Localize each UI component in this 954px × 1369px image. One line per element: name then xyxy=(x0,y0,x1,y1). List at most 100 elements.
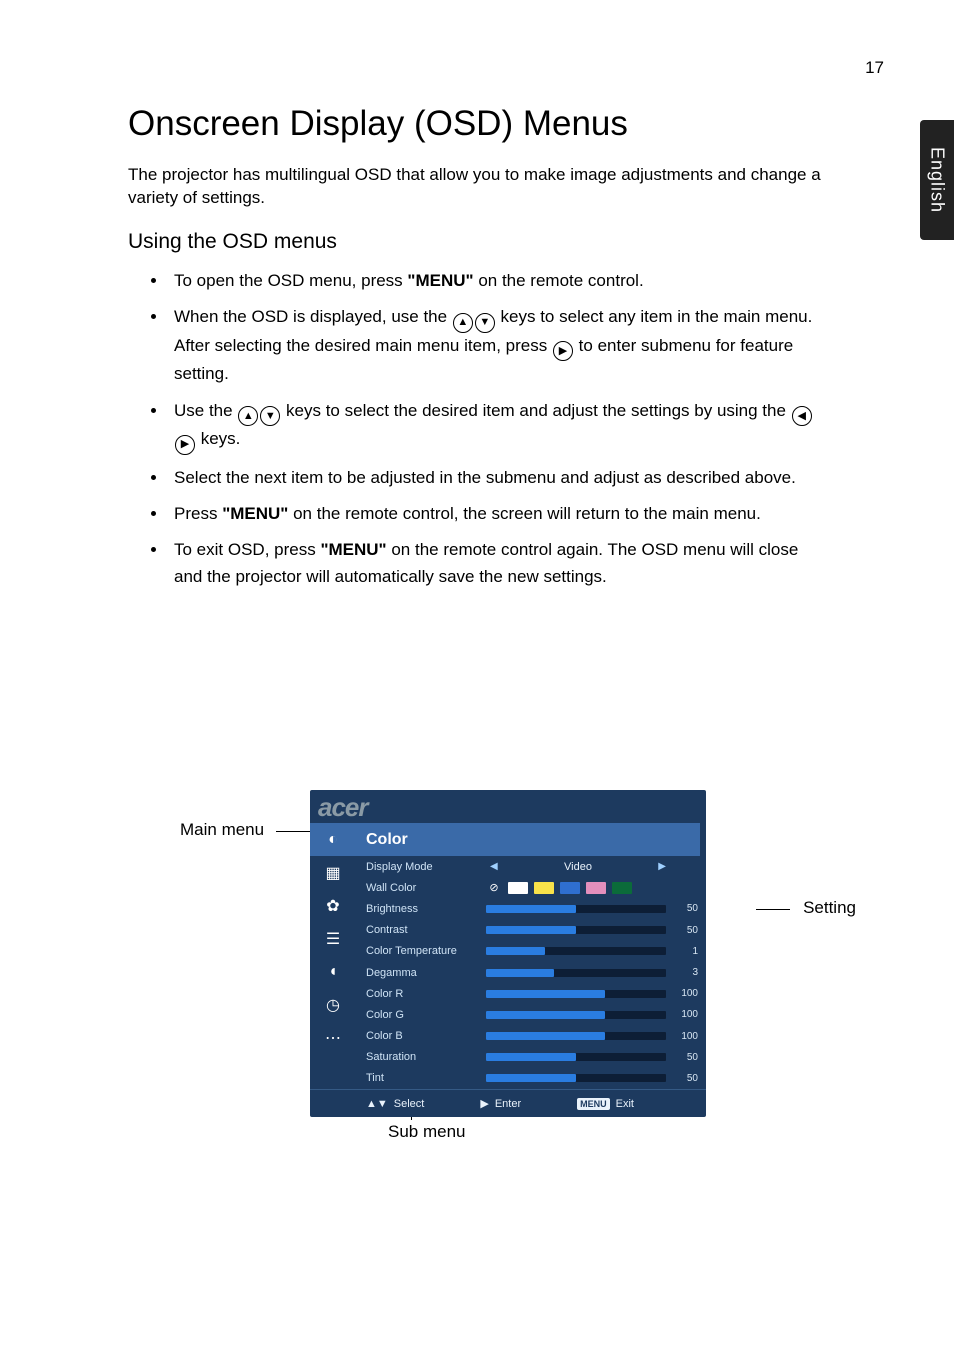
audio-icon[interactable]: ◖ xyxy=(310,955,356,988)
left-arrow-icon[interactable]: ◀ xyxy=(486,861,502,872)
osd-setting-row[interactable]: Color Temperature1 xyxy=(356,941,700,962)
setting-control[interactable] xyxy=(486,1074,670,1082)
callout-line xyxy=(756,909,790,910)
bullet-item: When the OSD is displayed, use the ▲▼ ke… xyxy=(168,304,828,387)
setting-control[interactable]: ⊘ xyxy=(486,882,670,894)
section-heading: Using the OSD menus xyxy=(128,230,828,254)
menu-key: "MENU" xyxy=(320,540,386,559)
setting-value: 3 xyxy=(670,967,700,978)
setting-value: 100 xyxy=(670,988,700,999)
slider[interactable] xyxy=(486,969,666,977)
footer-exit: MENU Exit xyxy=(577,1098,634,1110)
setting-control[interactable] xyxy=(486,905,670,913)
setting-control[interactable] xyxy=(486,990,670,998)
page-number: 17 xyxy=(865,58,884,78)
slider[interactable] xyxy=(486,947,666,955)
osd-setting-row[interactable]: Color B100 xyxy=(356,1026,700,1047)
setting-value: 50 xyxy=(670,903,700,914)
menu-key: "MENU" xyxy=(222,504,288,523)
slider[interactable] xyxy=(486,926,666,934)
intro-paragraph: The projector has multilingual OSD that … xyxy=(128,164,828,210)
osd-main: Color Display Mode◀Video▶Wall Color⊘Brig… xyxy=(356,823,706,1089)
setting-label: Color R xyxy=(366,988,486,1000)
setting-label: Setting xyxy=(803,898,856,918)
bullet-item: Select the next item to be adjusted in t… xyxy=(168,465,828,491)
osd-figure: Main menu Setting Sub menu acer ◐▦✿☰◖◷⋯ … xyxy=(128,790,848,1170)
setting-control[interactable] xyxy=(486,969,670,977)
text: keys to select the desired item and adju… xyxy=(281,401,790,420)
color-swatch[interactable] xyxy=(508,882,528,894)
language-icon[interactable]: ⋯ xyxy=(310,1021,356,1054)
slider-track xyxy=(486,1032,605,1040)
osd-setting-row[interactable]: Degamma 3 xyxy=(356,962,700,983)
color-swatch[interactable] xyxy=(612,882,632,894)
no-color-icon[interactable]: ⊘ xyxy=(486,882,502,894)
sub-menu-label: Sub menu xyxy=(388,1122,466,1142)
slider[interactable] xyxy=(486,1074,666,1082)
right-arrow-icon[interactable]: ▶ xyxy=(654,861,670,872)
gear-icon[interactable]: ✿ xyxy=(310,889,356,922)
slider[interactable] xyxy=(486,905,666,913)
color-swatch[interactable] xyxy=(586,882,606,894)
footer-select: ▲▼ Select xyxy=(366,1098,424,1110)
right-arrow-icon: ▶ xyxy=(480,1097,488,1110)
setting-control[interactable] xyxy=(486,1053,670,1061)
color-swatch[interactable] xyxy=(560,882,580,894)
slider[interactable] xyxy=(486,990,666,998)
slider[interactable] xyxy=(486,1032,666,1040)
setting-label: Display Mode xyxy=(366,861,486,873)
osd-setting-row[interactable]: Tint 50 xyxy=(356,1068,700,1089)
picture-icon[interactable]: ▦ xyxy=(310,856,356,889)
osd-rows: Display Mode◀Video▶Wall Color⊘Brightness… xyxy=(356,856,700,1089)
text: Use the xyxy=(174,401,237,420)
text: Exit xyxy=(616,1098,634,1110)
text: Press xyxy=(174,504,222,523)
osd-sidebar: ◐▦✿☰◖◷⋯ xyxy=(310,823,356,1089)
slider-track xyxy=(486,947,545,955)
osd-setting-row[interactable]: Color R 100 xyxy=(356,983,700,1004)
page-title: Onscreen Display (OSD) Menus xyxy=(128,104,828,144)
updown-icon: ▲▼ xyxy=(366,1098,388,1110)
setting-label: Degamma xyxy=(366,967,486,979)
wall-color-swatches[interactable]: ⊘ xyxy=(486,882,632,894)
menu-key-badge: MENU xyxy=(577,1098,610,1110)
setting-control[interactable] xyxy=(486,1032,670,1040)
page-content: Onscreen Display (OSD) Menus The project… xyxy=(128,104,828,600)
osd-setting-row[interactable]: Color G100 xyxy=(356,1004,700,1025)
text: keys. xyxy=(196,429,240,448)
slider-track xyxy=(486,990,605,998)
setting-label: Color Temperature xyxy=(366,945,486,957)
slider-track xyxy=(486,1011,605,1019)
language-tab: English xyxy=(920,120,954,240)
osd-setting-row[interactable]: Contrast50 xyxy=(356,920,700,941)
timer-icon[interactable]: ◷ xyxy=(310,988,356,1021)
osd-setting-row[interactable]: Display Mode◀Video▶ xyxy=(356,856,700,877)
bullet-item: To exit OSD, press "MENU" on the remote … xyxy=(168,537,828,590)
setting-label: Wall Color xyxy=(366,882,486,894)
color-swatch[interactable] xyxy=(534,882,554,894)
footer-enter: ▶ Enter xyxy=(480,1097,521,1110)
slider[interactable] xyxy=(486,1053,666,1061)
osd-setting-row[interactable]: Brightness 50 xyxy=(356,898,700,919)
setting-label: Brightness xyxy=(366,903,486,915)
main-menu-label: Main menu xyxy=(180,820,264,840)
management-icon[interactable]: ☰ xyxy=(310,922,356,955)
setting-control[interactable] xyxy=(486,926,670,934)
slider-track xyxy=(486,1074,576,1082)
text: on the remote control. xyxy=(474,271,644,290)
setting-control[interactable] xyxy=(486,1011,670,1019)
bullet-item: Press "MENU" on the remote control, the … xyxy=(168,501,828,527)
text: on the remote control, the screen will r… xyxy=(288,504,760,523)
osd-setting-row[interactable]: Wall Color⊘ xyxy=(356,877,700,898)
up-arrow-icon: ▲ xyxy=(238,406,258,426)
slider-track xyxy=(486,1053,576,1061)
palette-icon[interactable]: ◐ xyxy=(310,823,356,856)
osd-setting-row[interactable]: Saturation50 xyxy=(356,1047,700,1068)
mode-value: Video xyxy=(502,861,655,873)
setting-value: 50 xyxy=(670,1073,700,1084)
setting-control[interactable] xyxy=(486,947,670,955)
slider[interactable] xyxy=(486,1011,666,1019)
setting-control[interactable]: ◀Video▶ xyxy=(486,861,670,873)
setting-label: Tint xyxy=(366,1072,486,1084)
setting-value: 100 xyxy=(670,1009,700,1020)
